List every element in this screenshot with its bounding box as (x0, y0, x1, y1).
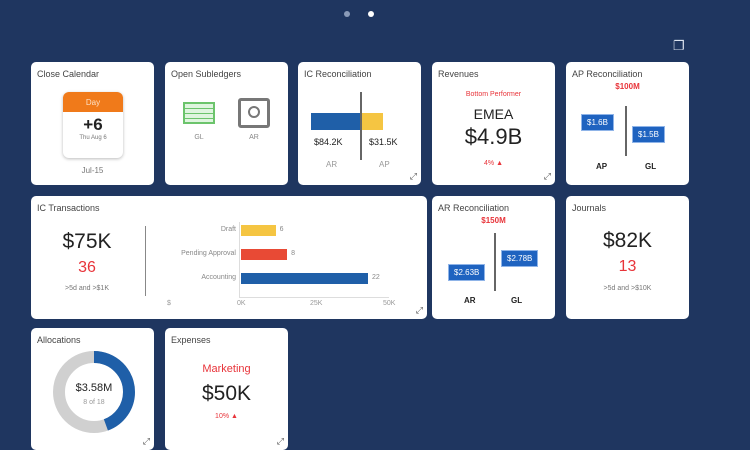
card-title: Expenses (171, 335, 211, 345)
gl-tag: $1.5B (632, 126, 665, 143)
bar-value: 22 (372, 274, 380, 281)
allocations-card[interactable]: Allocations $3.58M 8 of 18 ⤢ (31, 328, 154, 450)
divider (145, 226, 146, 296)
ap-label: AP (379, 160, 390, 169)
ap-reconciliation-card[interactable]: AP Reconciliation $100M $1.6B $1.5B AP G… (566, 62, 689, 185)
ar-tag: $2.63B (448, 264, 486, 281)
bar-value: 8 (291, 250, 296, 257)
revenues-card[interactable]: Revenues Bottom Performer EMEA $4.9B 4% … (432, 62, 555, 185)
card-title: Open Subledgers (171, 69, 242, 79)
x-tick: 25K (310, 300, 323, 307)
ap-tag: $1.6B (581, 114, 614, 131)
safe-icon[interactable] (238, 98, 270, 128)
ar-label: AR (249, 134, 259, 141)
expand-icon[interactable]: ⤢ (142, 436, 150, 446)
card-title: Allocations (37, 335, 81, 345)
y-axis (239, 222, 240, 298)
card-title: Journals (572, 203, 607, 213)
gl-label: GL (645, 162, 657, 171)
card-title: AP Reconciliation (572, 69, 643, 79)
ap-value: $31.5K (369, 137, 398, 147)
amount: $50K (201, 382, 252, 405)
x-tick: 50K (383, 300, 396, 307)
difference: $100M (615, 82, 640, 91)
bar-accounting[interactable] (241, 273, 368, 284)
gl-label: GL (194, 134, 204, 141)
center-line (360, 92, 362, 160)
ar-bar (311, 113, 361, 130)
x-tick: 0K (237, 300, 246, 307)
close-date: Thu Aug 6 (79, 135, 107, 141)
open-subledgers-card[interactable]: Open Subledgers GL AR (165, 62, 288, 185)
card-title: Close Calendar (37, 69, 100, 79)
ar-label: AR (464, 296, 476, 305)
amount: $82K (602, 229, 653, 252)
change-percent: 4% (483, 160, 495, 167)
expand-icon[interactable]: ⤢ (276, 436, 284, 446)
currency-label: $ (167, 300, 171, 307)
progress-text: 8 of 18 (83, 399, 105, 406)
region: EMEA (473, 106, 514, 122)
bar-label: Accounting (201, 274, 236, 281)
ap-label: AP (596, 162, 608, 171)
center-line (494, 233, 496, 291)
ar-value: $84.2K (314, 137, 343, 147)
ic-reconciliation-card[interactable]: IC Reconciliation $84.2K $31.5K AR AP ⤢ (298, 62, 421, 185)
center-line (625, 106, 627, 156)
bar-value: 6 (279, 226, 284, 233)
donut-progress (53, 351, 135, 433)
bar-draft[interactable] (241, 225, 276, 236)
criteria: >5d and >$1K (65, 285, 109, 292)
expand-icon[interactable]: ⤢ (409, 171, 417, 181)
layout-icon[interactable]: ❐ (673, 38, 685, 53)
gl-label: GL (511, 296, 523, 305)
page-dot-1[interactable] (344, 11, 350, 17)
card-title: IC Reconciliation (304, 69, 372, 79)
count: 36 (78, 259, 96, 276)
period-label: Jul-15 (81, 166, 104, 175)
journals-card[interactable]: Journals $82K 13 >5d and >$10K (566, 196, 689, 319)
ledger-icon[interactable] (183, 102, 215, 124)
arrow-up-icon: ▲ (496, 160, 503, 167)
ap-bar (361, 113, 383, 130)
criteria: >5d and >$10K (603, 285, 652, 292)
arrow-up-icon: ▲ (231, 413, 238, 420)
expenses-card[interactable]: Expenses Marketing $50K 10% ▲ ⤢ (165, 328, 288, 450)
close-calendar-card[interactable]: Close Calendar Day +6 Thu Aug 6 Jul-15 (31, 62, 154, 185)
day-label: Day (63, 92, 123, 112)
ar-label: AR (326, 160, 338, 169)
expand-icon[interactable]: ⤢ (415, 305, 423, 315)
card-title: IC Transactions (37, 203, 100, 213)
amount: $75K (62, 230, 112, 253)
allocation-donut (53, 351, 135, 433)
change-percent: 10% (215, 413, 230, 420)
page-dot-2[interactable] (368, 11, 374, 17)
revenue-value: $4.9B (464, 124, 523, 149)
subtitle: Marketing (202, 363, 251, 375)
bar-label: Draft (220, 226, 236, 233)
count: 13 (618, 258, 637, 275)
card-title: Revenues (438, 69, 479, 79)
expand-icon[interactable]: ⤢ (543, 171, 551, 181)
ic-transactions-card[interactable]: IC Transactions $75K 36 >5d and >$1K $ D… (31, 196, 427, 319)
ar-reconciliation-card[interactable]: AR Reconciliation $150M $2.63B $2.78B AR… (432, 196, 555, 319)
gl-tag: $2.78B (501, 250, 539, 267)
x-axis (239, 297, 389, 298)
calendar-icon: Day +6 Thu Aug 6 (63, 92, 123, 158)
amount: $3.58M (75, 382, 113, 394)
day-offset: +6 (83, 115, 103, 134)
subtitle: Bottom Performer (465, 91, 522, 98)
card-title: AR Reconciliation (438, 203, 510, 213)
bar-label: Pending Approval (181, 250, 236, 257)
bar-pending-approval[interactable] (241, 249, 288, 260)
difference: $150M (481, 216, 506, 225)
